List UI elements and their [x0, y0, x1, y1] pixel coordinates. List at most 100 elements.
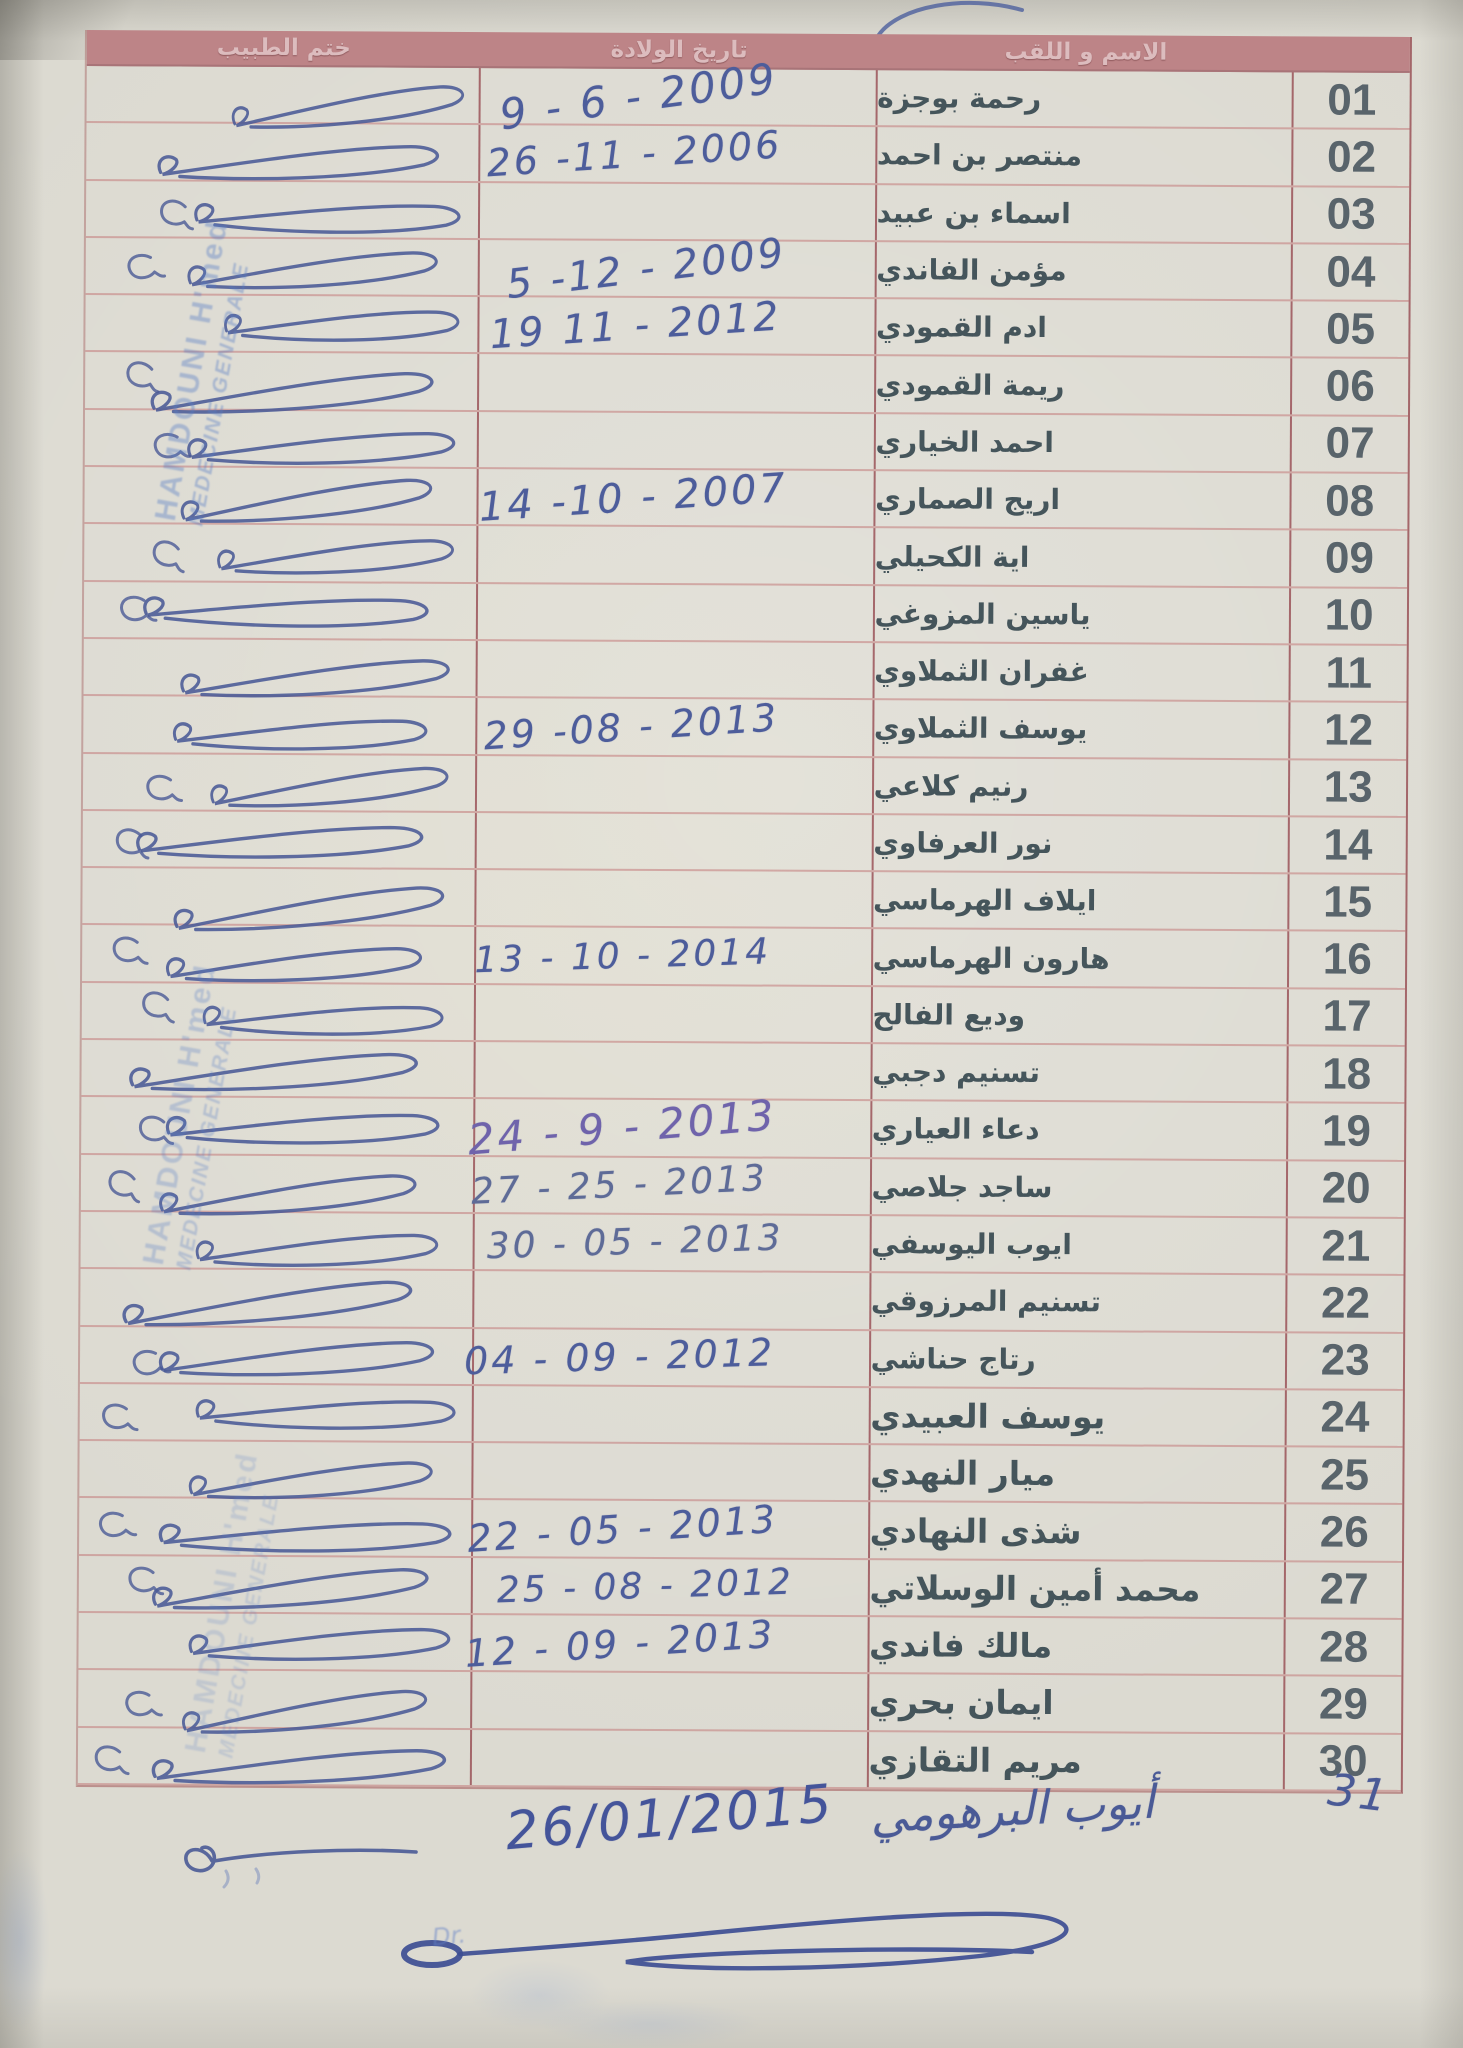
signature-swoosh [165, 946, 422, 983]
patient-name: احمد الخياري [875, 425, 1055, 460]
patient-name: رحمة بوجزة [877, 81, 1042, 116]
signature-initial-bottom [184, 1845, 418, 1889]
patient-name: محمد أمين الوسلاتي [869, 1567, 1201, 1609]
signature-initial [125, 1691, 163, 1717]
table-row: يوسف العبيدي 24 [79, 1383, 1403, 1449]
birthdate-cell [475, 1042, 873, 1100]
doctor-stamp-cell [78, 1670, 473, 1734]
table-row: اية الكحيلي 09 [84, 524, 1408, 589]
table-row: نور العرفاوي 14 [82, 810, 1406, 876]
name-cell: اية الكحيلي [874, 528, 1292, 586]
handwritten-birthdate: 26 -11 - 2006 [485, 122, 784, 186]
row-number: 12 [1323, 705, 1374, 755]
patient-name: مريم التقازي [868, 1739, 1082, 1780]
birthdate-cell [476, 812, 874, 871]
patient-name: ايوب اليوسفي [871, 1227, 1072, 1262]
patient-name: ريمة القمودي [875, 367, 1065, 402]
row-number: 09 [1324, 533, 1375, 583]
patient-name: نور العرفاوي [873, 826, 1053, 861]
table-row: 30 - 05 - 2013 ايوب اليوسفي 21 [80, 1211, 1404, 1277]
name-cell: يوسف العبيدي [870, 1387, 1288, 1446]
patient-name: اية الكحيلي [874, 539, 1030, 574]
row-number: 22 [1320, 1278, 1371, 1328]
name-cell: ياسين المزوغي [874, 585, 1292, 644]
birthdate-cell: 19 11 - 2012 [479, 293, 877, 358]
patient-name: ساجد جلاصي [871, 1169, 1053, 1204]
table-row: ايمان بحري 29 [78, 1670, 1402, 1735]
row-number: 13 [1323, 762, 1373, 812]
doctor-stamp-cell [83, 638, 478, 698]
signature-swoosh [223, 310, 460, 343]
table-row: 22 - 05 - 2013 شذى النهادي 26 [79, 1497, 1403, 1563]
signature-swoosh [151, 1568, 429, 1610]
birthdate-cell [478, 411, 876, 470]
doctor-stamp-cell [78, 1613, 473, 1671]
patient-name: يوسف العبيدي [870, 1396, 1106, 1437]
doctor-stamp-cell [85, 295, 480, 353]
doctor-stamp-cell [78, 1555, 473, 1614]
birthdate-cell: 30 - 05 - 2013 [474, 1213, 872, 1272]
patient-name: شذى النهادي [869, 1510, 1082, 1551]
name-cell: دعاء العياري [871, 1101, 1289, 1159]
table-row: 19 11 - 2012 ادم القمودي 05 [85, 293, 1409, 360]
name-cell: نور العرفاوي [873, 814, 1291, 873]
doctor-stamp-cell [79, 1498, 474, 1556]
patient-name: يوسف الثملاوي [873, 711, 1088, 746]
table-row: ياسين المزوغي 10 [83, 581, 1408, 646]
patient-name: غفران الثملاوي [874, 654, 1089, 689]
signature-initial [132, 1349, 172, 1375]
row-number: 23 [1320, 1335, 1370, 1385]
signature-swoosh [158, 1340, 434, 1377]
name-cell: اريج الصماري [874, 471, 1293, 529]
doctor-stamp-cell [80, 1269, 475, 1327]
name-cell: ادم القمودي [875, 299, 1293, 357]
birthdate-cell [476, 755, 874, 813]
table-row: غفران الثملاوي 11 [83, 638, 1407, 704]
birthdate-cell: 25 - 08 - 2012 [472, 1557, 870, 1616]
table-row: 26 -11 - 2006 منتصر بن احمد 02 [86, 122, 1410, 188]
handwritten-birthdate: 12 - 09 - 2013 [463, 1611, 777, 1676]
pen-mark-top [876, 0, 1024, 38]
row-number: 14 [1323, 819, 1373, 870]
handwritten-birthdate: 25 - 08 - 2012 [496, 1561, 795, 1612]
name-cell: ايوب اليوسفي [871, 1216, 1289, 1274]
signature-swoosh [187, 432, 455, 466]
signature-initial [142, 991, 175, 1024]
doctor-stamp-cell [84, 467, 479, 525]
doctor-stamp-cell [86, 66, 481, 130]
row-number: 18 [1322, 1049, 1372, 1099]
row-number: 16 [1322, 934, 1372, 984]
handwritten-birthdate: 04 - 09 - 2012 [463, 1330, 776, 1384]
signature-initial [115, 828, 150, 860]
name-cell: ريمة القمودي [875, 356, 1293, 415]
row-number: 11 [1325, 648, 1373, 698]
row-number: 17 [1322, 991, 1372, 1042]
patient-name: منتصر بن احمد [876, 138, 1083, 173]
patient-table: ختم الطبيب تاريخ الولادة الاسم و اللقب 9… [75, 30, 1412, 1794]
table-row: 24 - 9 - 2013 دعاء العياري 19 [81, 1091, 1405, 1165]
doctor-stamp-cell [84, 409, 479, 468]
doctor-stamp-cell [81, 1040, 476, 1098]
patient-name: ميار النهدي [869, 1453, 1056, 1494]
row-number: 27 [1319, 1564, 1369, 1615]
doctor-stamp-cell [83, 696, 478, 754]
row-number: 25 [1320, 1450, 1370, 1500]
row-number: 15 [1323, 877, 1373, 927]
birthdate-cell [473, 1443, 871, 1501]
signature-swoosh [142, 596, 429, 628]
signature-initial [128, 1566, 165, 1595]
doctor-stamp-cell [82, 925, 477, 983]
name-cell: رنيم كلاعي [873, 757, 1291, 816]
name-cell: تسنيم دجبي [871, 1044, 1290, 1102]
row-number: 03 [1326, 189, 1376, 239]
header-name: الاسم و اللقب [1004, 38, 1168, 66]
name-cell: رتاج حناشي [870, 1330, 1288, 1389]
header-birth-date: تاريخ الولادة [610, 36, 748, 64]
name-cell: منتصر بن احمد [876, 127, 1294, 185]
table-row: 9 - 6 - 2009 رحمة بوجزة 01 [86, 53, 1410, 140]
row-number: 07 [1325, 418, 1375, 469]
patient-name: تسنيم المرزوقي [870, 1284, 1102, 1319]
table-row: 13 - 10 - 2014 هارون الهرماسي 16 [82, 925, 1406, 990]
signature-initial [138, 1115, 175, 1146]
